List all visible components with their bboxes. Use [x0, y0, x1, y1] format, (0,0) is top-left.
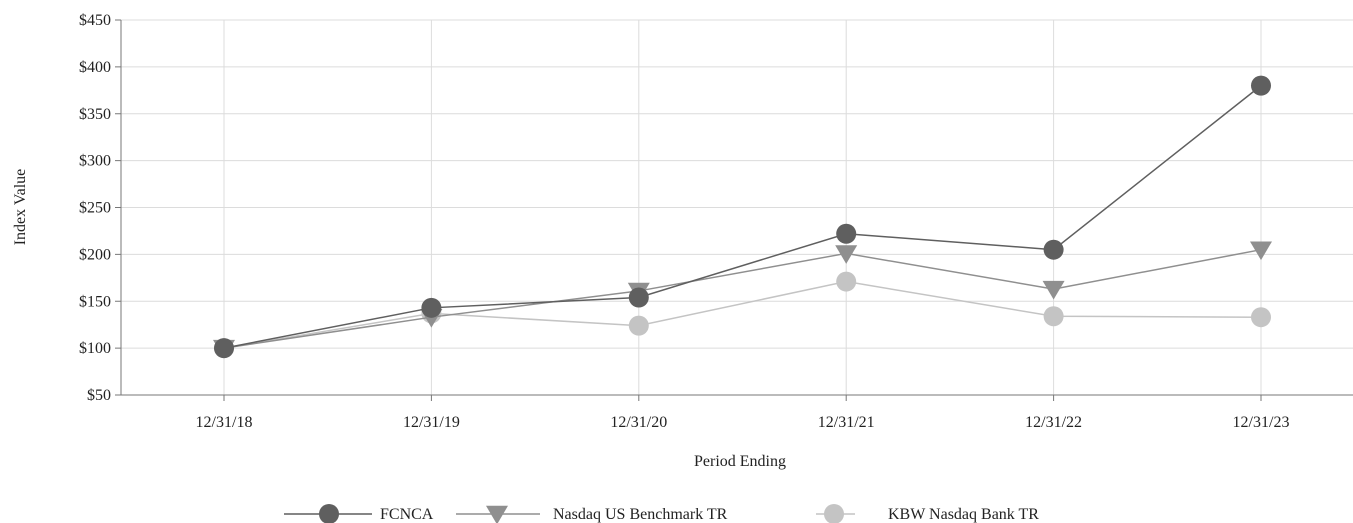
legend-item: Nasdaq US Benchmark TR	[456, 505, 728, 523]
legend-marker	[824, 504, 844, 523]
grid	[121, 19, 1353, 395]
y-tick-label: $200	[79, 246, 111, 263]
data-point	[1250, 241, 1272, 261]
data-point	[836, 223, 857, 244]
y-tick-label: $300	[79, 153, 111, 170]
data-point	[1251, 307, 1271, 328]
x-axis-title: Period Ending	[694, 453, 786, 470]
legend-item: FCNCA	[284, 504, 434, 523]
data-point	[835, 245, 858, 264]
axes	[115, 19, 1353, 401]
series-group	[213, 75, 1272, 359]
series-line	[223, 248, 1262, 349]
data-point	[1043, 306, 1064, 327]
tick-labels: $50 $100 $150 $200 $250 $300 $350 $400 $450 12/31…	[79, 12, 1289, 431]
y-tick-label: $150	[79, 293, 111, 310]
legend-label: KBW Nasdaq Bank TR	[888, 506, 1039, 523]
data-point	[421, 297, 442, 318]
y-tick-label: $50	[87, 387, 111, 404]
y-tick-label: $100	[79, 340, 111, 357]
data-point	[214, 338, 234, 359]
legend-label: Nasdaq US Benchmark TR	[553, 506, 728, 523]
y-tick-label: $450	[79, 12, 111, 29]
x-tick-label: 12/31/19	[403, 414, 460, 431]
legend-marker	[319, 504, 339, 523]
series-nasdaq-us-benchmark-tr	[213, 241, 1272, 359]
legend-label: FCNCA	[380, 506, 434, 523]
x-tick-label: 12/31/20	[610, 414, 667, 431]
series-fcnca	[214, 75, 1271, 359]
data-point	[836, 271, 857, 292]
data-point	[1042, 280, 1065, 300]
x-tick-label: 12/31/22	[1025, 414, 1082, 431]
y-tick-label: $350	[79, 106, 111, 123]
y-tick-label: $400	[79, 59, 111, 76]
data-point	[1043, 239, 1064, 260]
x-tick-label: 12/31/18	[196, 414, 253, 431]
legend-marker	[486, 505, 508, 523]
data-point	[1251, 75, 1271, 96]
series-line	[223, 85, 1262, 349]
data-point	[628, 287, 649, 308]
series-line	[223, 280, 1262, 349]
y-axis-title: Index Value	[12, 169, 29, 246]
x-tick-label: 12/31/23	[1233, 414, 1290, 431]
x-tick-label: 12/31/21	[818, 414, 875, 431]
y-tick-label: $250	[79, 200, 111, 217]
series-kbw-nasdaq-bank-tr	[214, 271, 1271, 359]
data-point	[628, 315, 649, 336]
legend: FCNCA Nasdaq US Benchmark TR KBW Nasdaq Ba…	[284, 504, 1039, 523]
legend-item: KBW Nasdaq Bank TR	[816, 504, 1039, 523]
